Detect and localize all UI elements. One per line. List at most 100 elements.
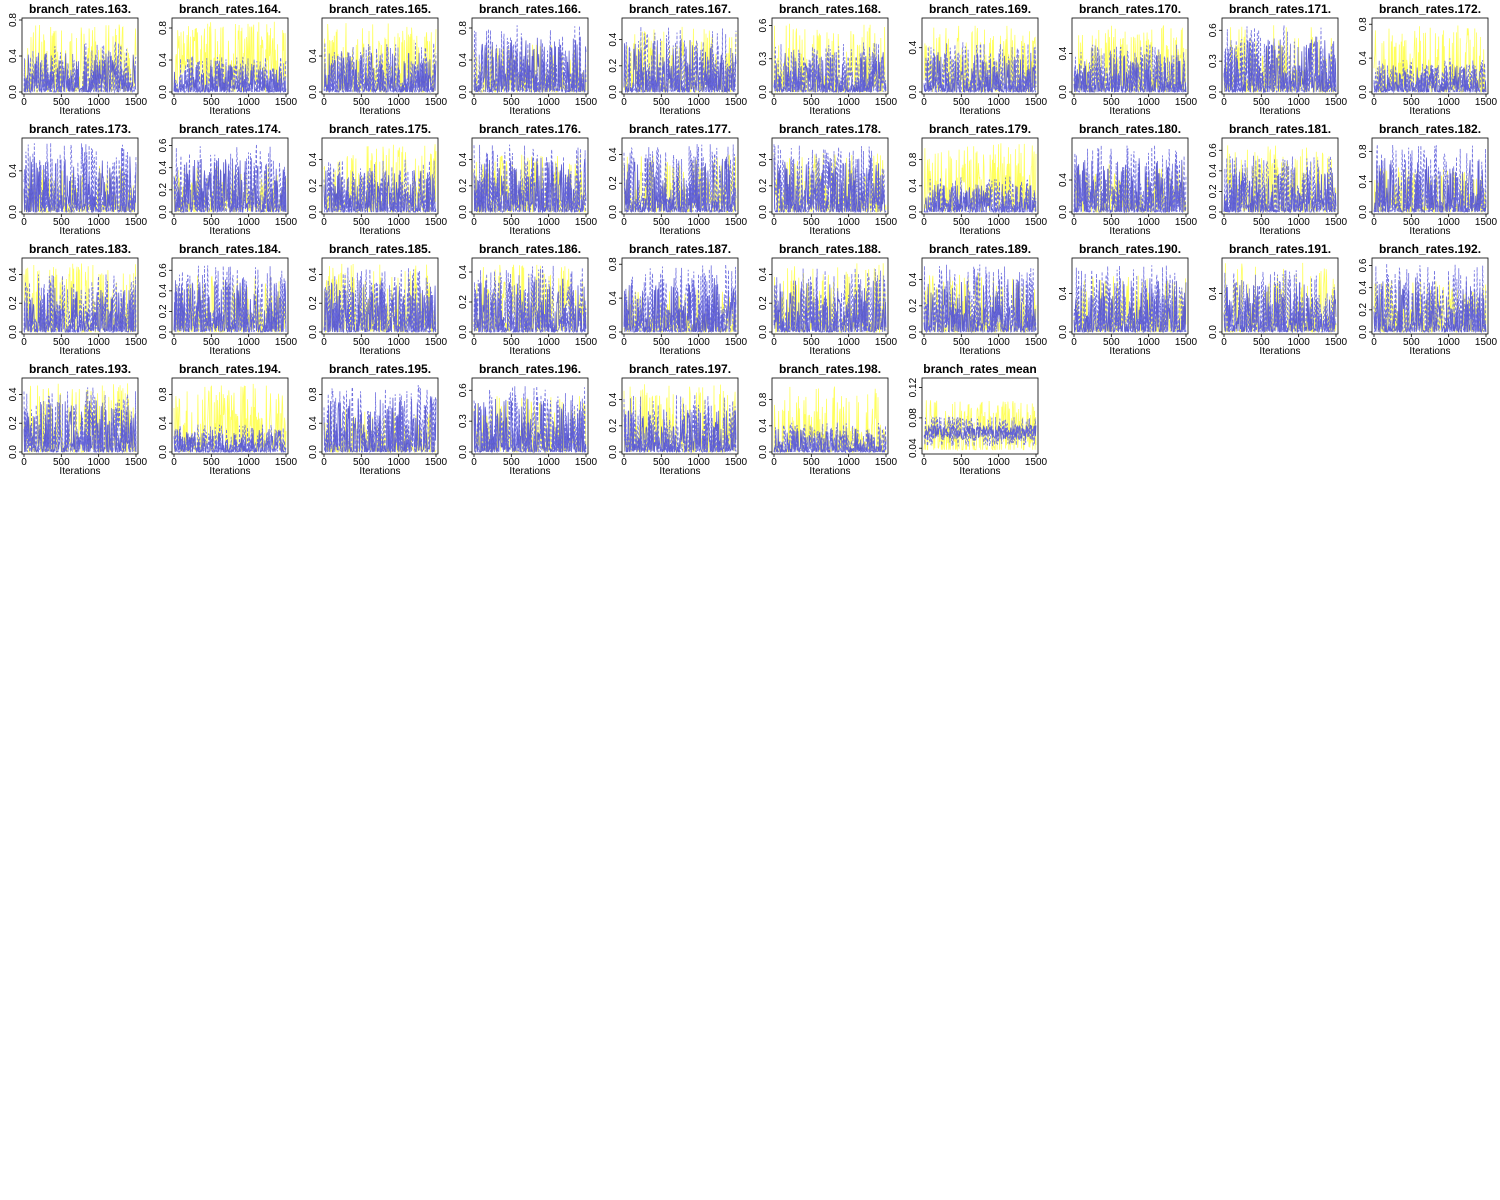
y-tick-label: 0.4 <box>1208 163 1219 177</box>
x-tick-label: 500 <box>953 97 970 108</box>
series-line-chain-1 <box>923 400 1037 452</box>
y-tick-label: 0.6 <box>1208 23 1219 37</box>
x-tick-label: 1000 <box>1438 217 1461 228</box>
series-line-chain-2 <box>773 42 887 94</box>
y-tick-label: 0.6 <box>458 383 469 397</box>
x-tick-label: 0 <box>1221 217 1227 228</box>
y-tick-label: 0.4 <box>608 147 619 161</box>
x-tick-label: 1500 <box>125 97 148 108</box>
y-tick-label: 0.0 <box>1208 85 1219 99</box>
x-tick-label: 1500 <box>875 97 898 108</box>
y-tick-label: 0.0 <box>458 445 469 459</box>
y-tick-label: 0.0 <box>608 325 619 339</box>
y-tick-label: 0.4 <box>8 49 19 63</box>
series-line-chain-3 <box>923 279 1037 334</box>
y-tick-label: 0.4 <box>908 178 919 192</box>
panel-title: branch_rates.192. <box>1379 242 1481 256</box>
x-axis-label: Iterations <box>1109 346 1150 357</box>
panel-title: branch_rates.182. <box>1379 122 1481 136</box>
plot-frame <box>621 137 739 215</box>
x-tick-label: 1000 <box>838 217 861 228</box>
x-tick-label: 1500 <box>1025 97 1048 108</box>
x-axis-label: Iterations <box>809 466 850 477</box>
series-line-chain-2 <box>23 142 137 214</box>
series-line-chain-2 <box>1223 155 1337 214</box>
y-tick-label: 0.0 <box>908 85 919 99</box>
y-tick-label: 0.3 <box>1208 54 1219 68</box>
series-line-chain-3 <box>323 170 437 214</box>
y-tick-label: 0.4 <box>8 387 19 401</box>
x-axis-label: Iterations <box>359 226 400 237</box>
trace-panel: branch_rates.184. 0 500 1000 1500 Iterations 0… <box>158 242 298 357</box>
x-axis-label: Iterations <box>1409 346 1450 357</box>
x-tick-label: 0 <box>771 337 777 348</box>
y-tick-label: 0.4 <box>758 267 769 281</box>
x-axis-label: Iterations <box>359 346 400 357</box>
x-tick-label: 1000 <box>988 457 1011 468</box>
series-line-chain-2 <box>23 274 137 334</box>
series-line-chain-2 <box>623 394 737 454</box>
y-tick-label: 0.4 <box>608 392 619 406</box>
y-tick-label: 0.4 <box>158 53 169 67</box>
y-tick-label: 0.4 <box>8 163 19 177</box>
plot-frame <box>171 137 289 215</box>
x-tick-label: 500 <box>953 337 970 348</box>
trace-panel: branch_rates.176. 0 500 1000 1500 Iterations 0… <box>458 122 598 237</box>
x-tick-label: 0 <box>621 457 627 468</box>
x-axis-label: Iterations <box>509 346 550 357</box>
y-tick-label: 0.2 <box>758 296 769 310</box>
y-tick-label: 0.2 <box>158 304 169 318</box>
panel-title: branch_rates.183. <box>29 242 131 256</box>
x-axis-label: Iterations <box>359 106 400 117</box>
x-tick-label: 1500 <box>275 217 298 228</box>
series-line-chain-3 <box>923 424 1037 441</box>
y-tick-label: 0.0 <box>758 445 769 459</box>
x-tick-label: 0 <box>771 97 777 108</box>
panel-title: branch_rates.164. <box>179 2 281 16</box>
series-line-chain-3 <box>1373 277 1487 334</box>
series-line-chain-2 <box>23 41 137 94</box>
x-tick-label: 500 <box>203 97 220 108</box>
x-tick-label: 1000 <box>838 97 861 108</box>
x-tick-label: 0 <box>921 337 927 348</box>
x-tick-label: 1500 <box>1325 217 1348 228</box>
trace-panel: branch_rates.165. 0 500 1000 1500 Iterations 0… <box>308 2 448 117</box>
trace-panel: branch_rates.192. 0 500 1000 1500 Iterations 0… <box>1358 242 1498 357</box>
x-tick-label: 500 <box>653 457 670 468</box>
plot-frame <box>771 17 889 95</box>
x-tick-label: 500 <box>53 457 70 468</box>
x-tick-label: 0 <box>21 457 27 468</box>
x-axis-label: Iterations <box>509 106 550 117</box>
x-tick-label: 1500 <box>125 337 148 348</box>
y-tick-label: 0.4 <box>908 40 919 54</box>
plot-frame <box>1071 17 1189 95</box>
x-tick-label: 1000 <box>88 217 111 228</box>
x-axis-label: Iterations <box>209 226 250 237</box>
trace-panel: branch_rates.198. 0 500 1000 1500 Iterations 0… <box>758 362 898 477</box>
plot-frame <box>621 257 739 335</box>
panel-title: branch_rates.168. <box>779 2 881 16</box>
y-tick-label: 0.0 <box>608 85 619 99</box>
trace-panel: branch_rates.181. 0 500 1000 1500 Iterations 0… <box>1208 122 1348 237</box>
series-line-chain-2 <box>924 176 1037 213</box>
y-tick-label: 0.0 <box>458 325 469 339</box>
plot-frame <box>771 137 889 215</box>
panel-title: branch_rates.163. <box>29 2 131 16</box>
trace-panel: branch_rates.167. 0 500 1000 1500 Iterations 0… <box>608 2 748 117</box>
y-tick-label: 0.0 <box>458 205 469 219</box>
trace-panel: branch_rates.180. 0 500 1000 1500 Iterations 0… <box>1058 122 1198 237</box>
plot-frame <box>921 257 1039 335</box>
y-tick-label: 0.4 <box>1058 46 1069 60</box>
plot-frame <box>771 257 889 335</box>
x-tick-label: 0 <box>471 457 477 468</box>
plot-frame <box>921 137 1039 215</box>
series-line-chain-2 <box>1223 270 1337 334</box>
y-tick-label: 0.0 <box>1208 325 1219 339</box>
x-tick-label: 1500 <box>1025 337 1048 348</box>
series-line-chain-3 <box>1223 39 1337 94</box>
x-tick-label: 1000 <box>1288 337 1311 348</box>
trace-panel: branch_rates.177. 0 500 1000 1500 Iterations 0… <box>608 122 748 237</box>
y-tick-label: 0.4 <box>158 416 169 430</box>
y-tick-label: 0.0 <box>308 445 319 459</box>
plot-frame <box>921 377 1039 455</box>
